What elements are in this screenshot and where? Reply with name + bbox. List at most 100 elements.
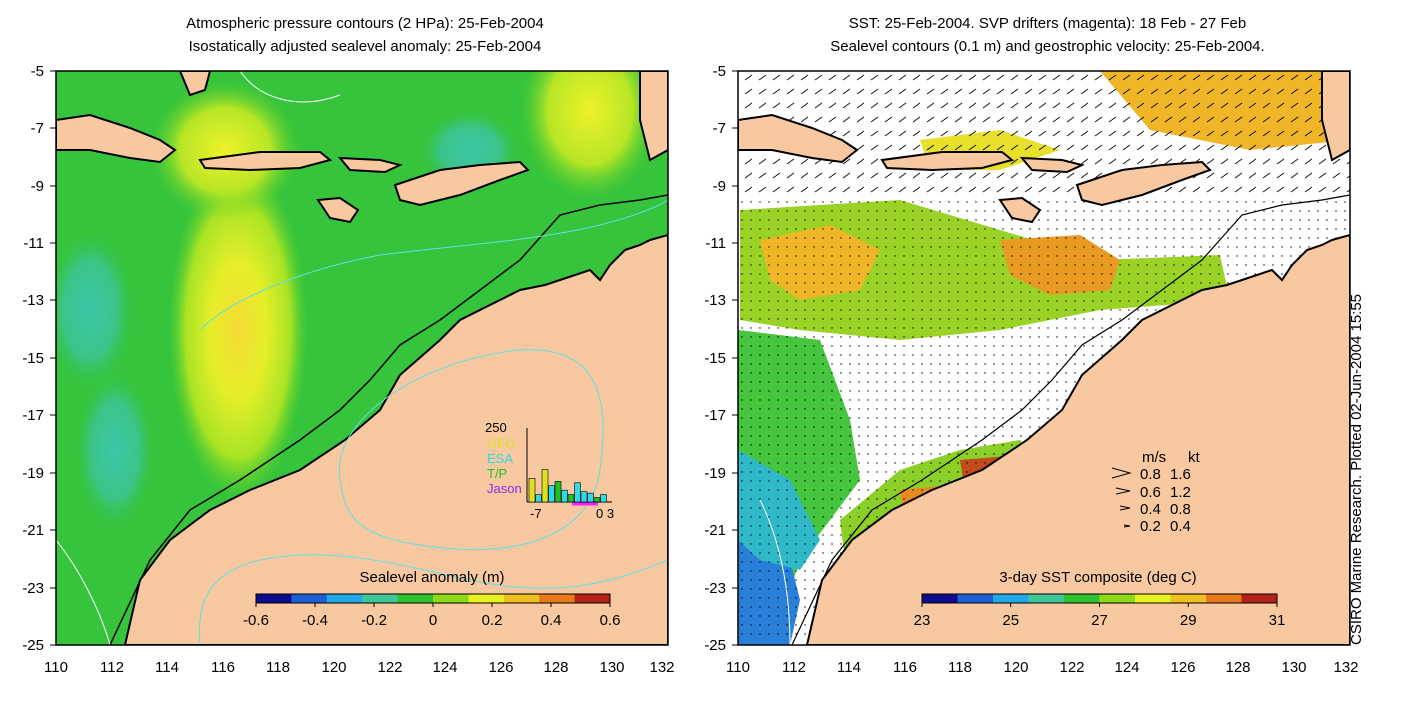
velocity-legend-header-kt: kt — [1188, 449, 1201, 466]
velocity-legend-kt: 0.8 — [1170, 501, 1191, 518]
colorbar-segment — [957, 594, 994, 603]
inset-legend-esa: ESA — [487, 451, 513, 466]
right-colorbar-gradient — [922, 594, 1278, 603]
right-map-area — [738, 71, 1350, 645]
x-tick-label: 128 — [1225, 659, 1250, 676]
x-tick-label: 124 — [432, 659, 457, 676]
inset-bar — [567, 494, 575, 503]
sulawesi-south — [178, 71, 212, 97]
velocity-arrow-0-8 — [1111, 467, 1132, 479]
sealevel-contour-white — [759, 499, 791, 645]
sumba-island — [998, 196, 1042, 224]
inset-legend-jason: Jason — [487, 481, 522, 496]
velocity-arrow-0-4 — [1119, 505, 1131, 511]
velocity-legend-ms: 0.6 — [1140, 484, 1161, 501]
sealevel-contour-1 — [791, 194, 1350, 645]
y-tick-label: -15 — [704, 350, 726, 367]
colorbar-tick-label: 0.6 — [600, 612, 621, 629]
velocity-legend-kt: 0.4 — [1170, 518, 1191, 535]
right-colorbar: 3-day SST composite (deg C) 23 25 27 29 31 — [914, 569, 1286, 629]
pressure-contour-5 — [239, 71, 341, 103]
inset-bar — [561, 489, 568, 503]
x-tick-label: 114 — [837, 659, 861, 676]
inset-ymax-label: 250 — [485, 420, 507, 435]
pressure-contour-3 — [198, 554, 668, 645]
left-title-line1: Atmospheric pressure contours (2 HPa): 2… — [186, 15, 544, 32]
colorbar-segment — [1099, 594, 1136, 603]
colorbar-segment — [993, 594, 1029, 603]
y-tick-label: -11 — [705, 235, 726, 252]
y-tick-label: -7 — [31, 120, 44, 137]
y-tick-label: -23 — [22, 580, 44, 597]
timor-island — [393, 160, 530, 207]
x-tick-label: 120 — [321, 659, 346, 676]
colorbar-segment — [1028, 594, 1065, 603]
x-tick-label: 116 — [211, 659, 235, 676]
right-colorbar-title: 3-day SST composite (deg C) — [999, 569, 1196, 586]
new-guinea-coast — [1321, 71, 1350, 162]
velocity-arrows-north — [738, 71, 1350, 201]
low-anomaly-west — [56, 230, 135, 390]
y-tick-label: -5 — [31, 63, 44, 80]
high-anomaly-north — [150, 80, 300, 220]
x-tick-label: 130 — [1281, 659, 1306, 676]
x-tick-label: 114 — [155, 659, 179, 676]
inset-legend-tp: T/P — [487, 466, 507, 481]
inset-bar — [600, 494, 607, 503]
inset-bar — [580, 491, 588, 503]
y-tick-label: -15 — [22, 350, 44, 367]
inset-bar — [535, 494, 542, 503]
y-tick-label: -19 — [22, 465, 44, 482]
colorbar-tick-label: -0.4 — [302, 612, 328, 629]
australia-landmass — [123, 233, 668, 645]
java-sumatra — [56, 113, 177, 164]
left-x-axis: 110 112 114 116 118 120 122 124 126 128 … — [44, 659, 674, 676]
x-tick-label: 112 — [100, 659, 124, 676]
flores-island — [337, 156, 403, 174]
colorbar-segment — [256, 594, 292, 603]
colorbar-segment — [1206, 594, 1242, 603]
flores-island — [1019, 156, 1085, 174]
x-tick-label: 130 — [599, 659, 624, 676]
left-y-axis: -5 -7 -9 -11 -13 -15 -17 -19 -21 -23 -25 — [22, 63, 56, 654]
colorbar-tick-label: 0 — [429, 612, 437, 629]
x-tick-label: 122 — [1059, 659, 1084, 676]
y-tick-label: -9 — [713, 178, 726, 195]
colorbar-segment — [397, 594, 434, 603]
inset-bar — [587, 492, 594, 503]
inset-x-right-label: 0 3 — [596, 506, 614, 521]
pressure-contour-1 — [338, 349, 604, 551]
right-title-line1: SST: 25-Feb-2004. SVP drifters (magenta)… — [848, 15, 1247, 32]
velocity-legend-ms: 0.2 — [1140, 518, 1161, 535]
left-colorbar: Sealevel anomaly (m) -0.6 -0.4 -0.2 0 0.2 0.4… — [243, 569, 620, 629]
y-tick-label: -13 — [704, 292, 726, 309]
y-tick-label: -25 — [22, 637, 44, 654]
y-tick-label: -25 — [704, 637, 726, 654]
inset-bar — [554, 480, 562, 503]
y-tick-label: -17 — [22, 407, 44, 424]
y-tick-label: -11 — [23, 235, 44, 252]
colorbar-segment — [922, 594, 958, 603]
colorbar-tick-label: 23 — [914, 612, 931, 629]
java-sumatra — [738, 113, 859, 164]
colorbar-tick-label: 29 — [1180, 612, 1197, 629]
left-title-line2: Isostatically adjusted sealevel anomaly:… — [188, 38, 542, 55]
x-tick-label: 126 — [1170, 659, 1195, 676]
velocity-legend-kt: 1.2 — [1170, 484, 1191, 501]
colorbar-segment — [1170, 594, 1207, 603]
inset-bar — [528, 478, 536, 503]
high-anomaly-band — [168, 160, 308, 500]
inset-x-left-label: -7 — [530, 506, 542, 521]
right-map-panel: -5 -7 -9 -11 -13 -15 -17 -19 -21 -23 -25… — [704, 63, 1358, 676]
y-tick-label: -21 — [704, 522, 726, 539]
x-tick-label: 132 — [649, 659, 674, 676]
x-tick-label: 110 — [44, 659, 68, 676]
lesser-sunda-islands — [198, 151, 333, 172]
left-colorbar-title: Sealevel anomaly (m) — [359, 569, 504, 586]
right-x-axis: 110 112 114 116 118 120 122 124 126 128 … — [726, 659, 1358, 676]
colorbar-segment — [503, 594, 540, 603]
colorbar-tick-label: -0.2 — [361, 612, 387, 629]
velocity-legend-header-ms: m/s — [1142, 449, 1166, 466]
x-tick-label: 118 — [948, 659, 972, 676]
x-tick-label: 110 — [726, 659, 750, 676]
